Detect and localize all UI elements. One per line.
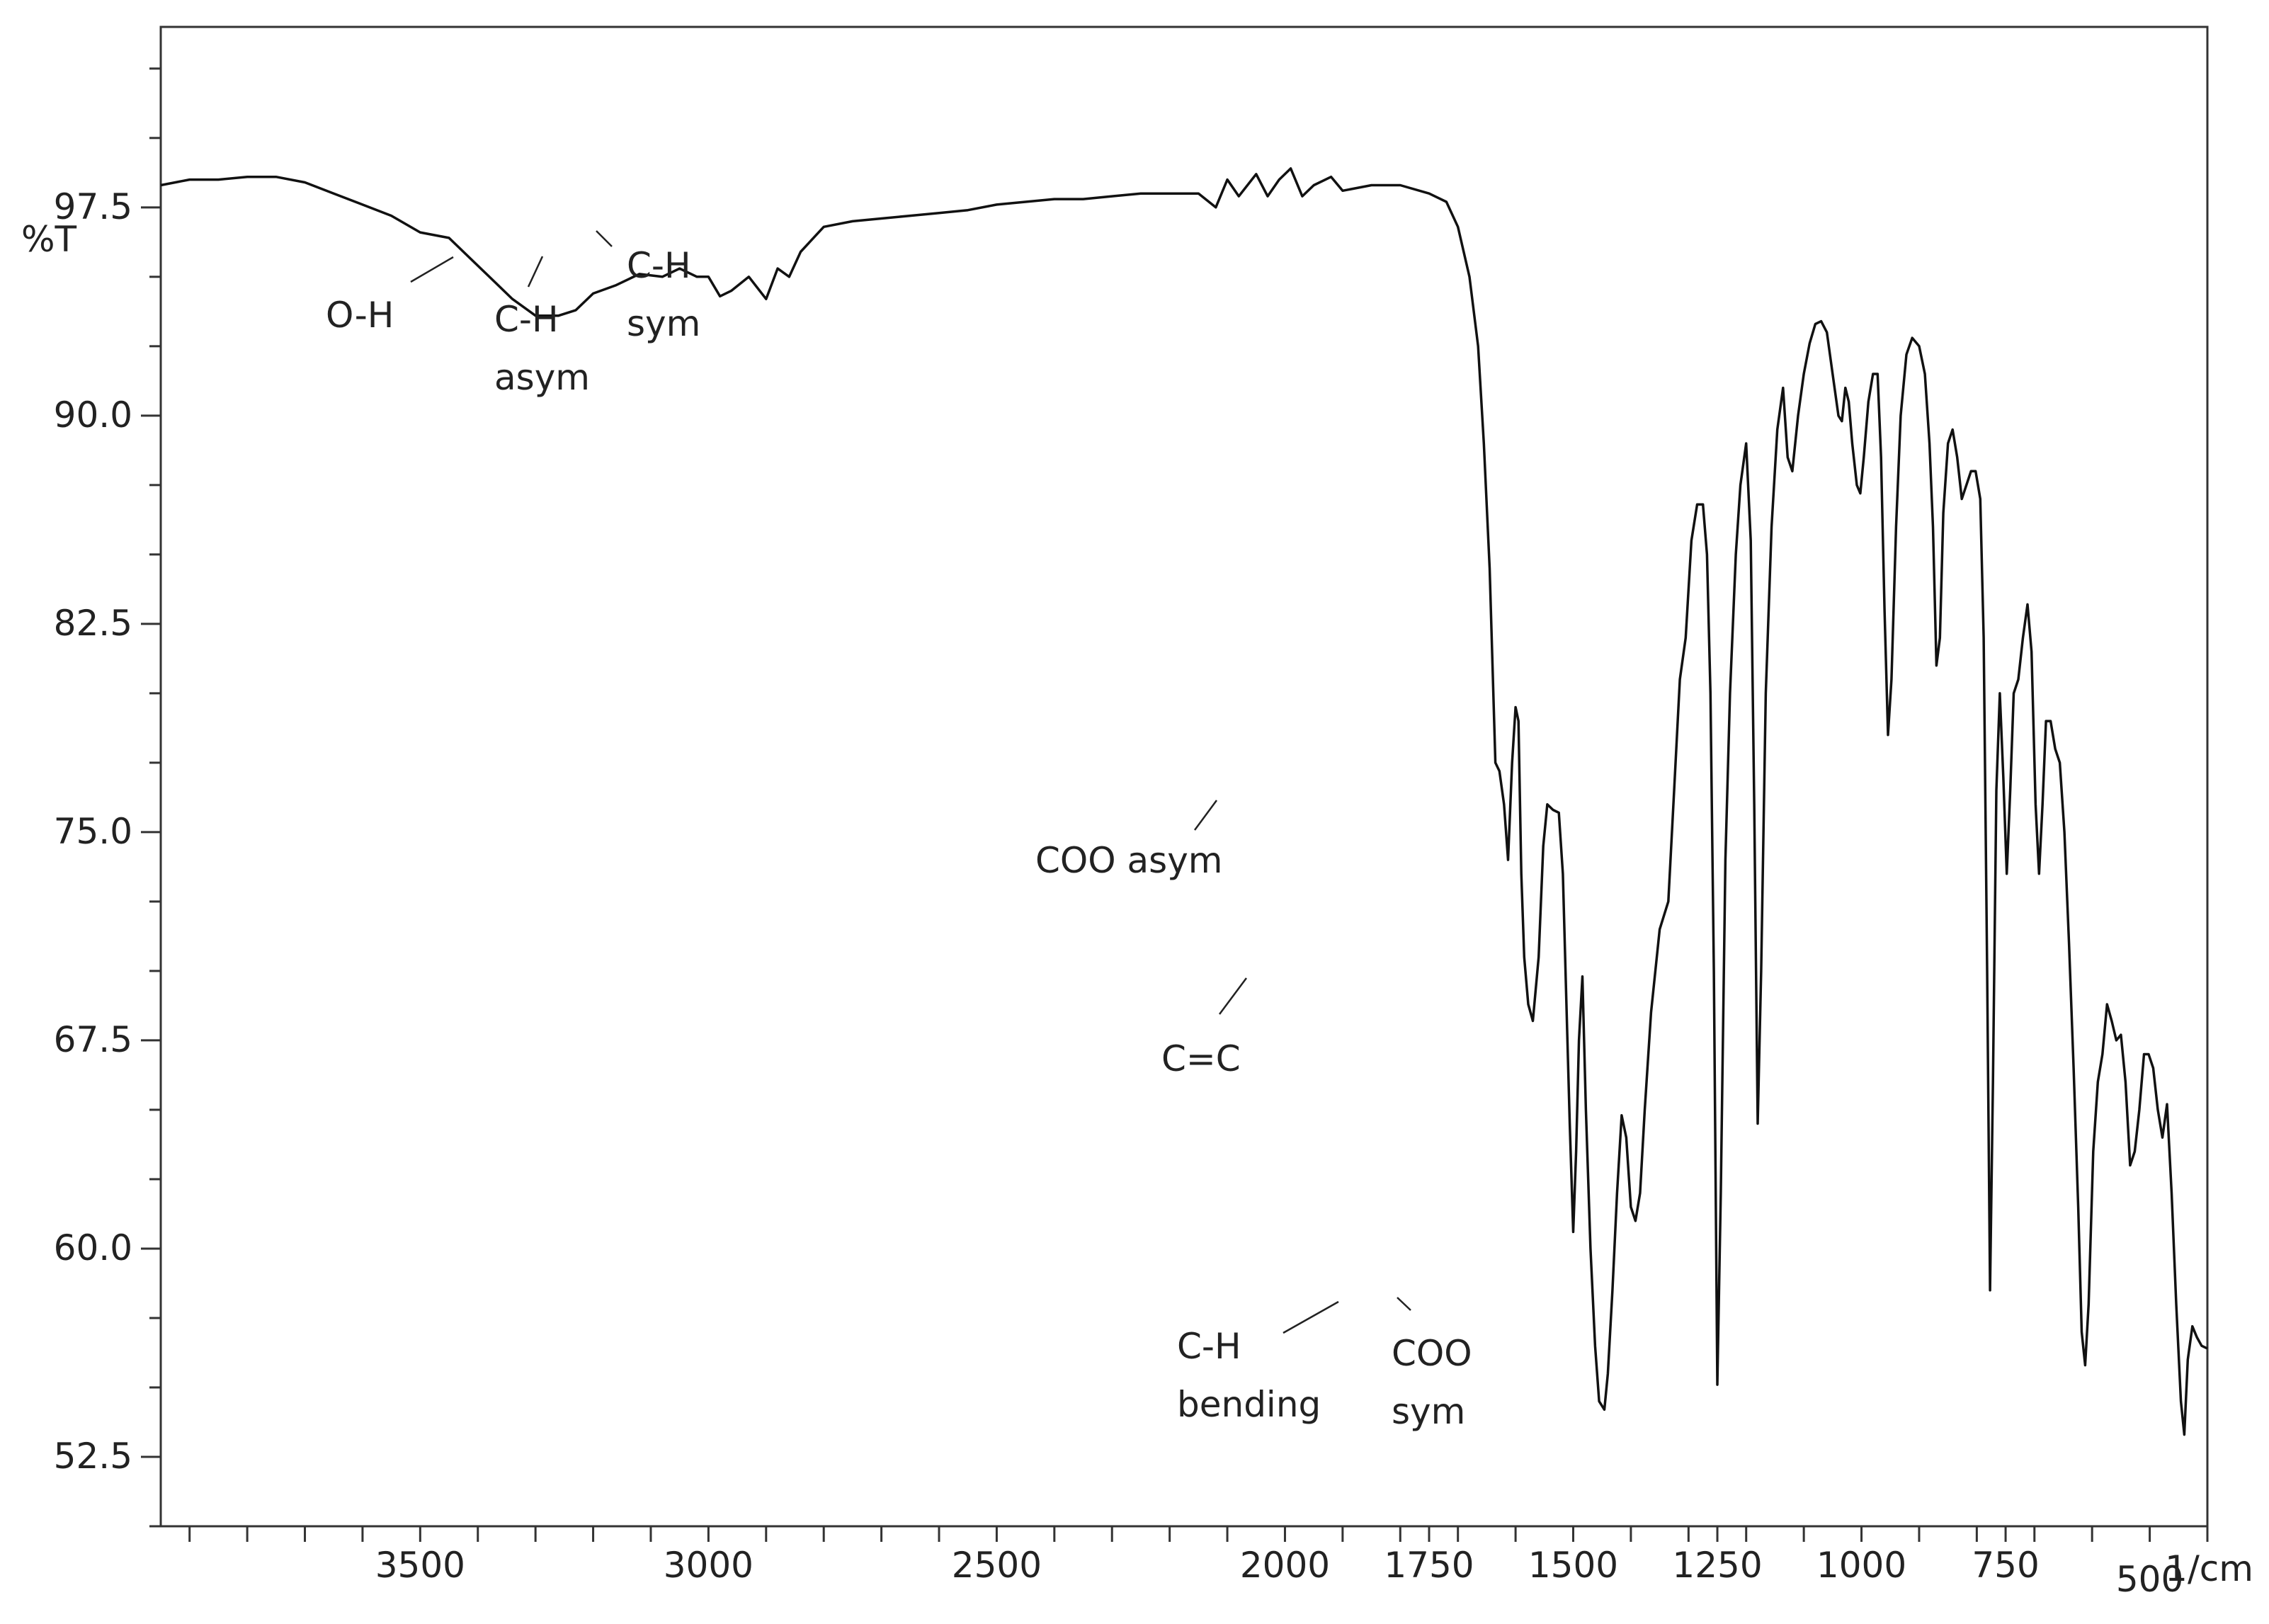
y-tick-label: 67.5	[54, 1019, 132, 1060]
x-tick-label: 1750	[1384, 1545, 1474, 1586]
y-tick-label: 75.0	[54, 811, 132, 852]
annotation-label: O-H	[326, 295, 394, 336]
x-axis-title: 1/cm	[2165, 1548, 2253, 1589]
annotation-leader	[1193, 800, 1218, 831]
x-tick-label: 1500	[1528, 1545, 1618, 1586]
x-tick-label: 2000	[1240, 1545, 1330, 1586]
y-tick-label: 97.5	[54, 186, 132, 227]
y-tick-label: 60.0	[54, 1227, 132, 1268]
x-tick-label: 3000	[664, 1545, 754, 1586]
x-tick-label: 500	[2116, 1559, 2183, 1600]
y-axis: 52.5 60.0 67.5 75.0 82.5 90.0 97.5	[54, 67, 161, 1528]
annotation-label: C-H asym	[494, 299, 590, 398]
y-tick-label: 82.5	[54, 603, 132, 644]
annotation-leader	[1283, 1300, 1339, 1334]
peak-annotations: O-H C-H asym C-H sym COO asym C=C C-H bending COO…	[326, 230, 1472, 1432]
annotation-leader	[1397, 1297, 1411, 1311]
y-axis-title: %T	[21, 219, 77, 260]
annotation-leader	[527, 256, 544, 288]
x-tick-label: 2500	[952, 1545, 1042, 1586]
annotation-label: C=C	[1161, 1038, 1241, 1079]
annotation-leader	[410, 256, 454, 283]
annotation-label: C-H bending	[1177, 1326, 1321, 1425]
y-tick-label: 52.5	[54, 1436, 132, 1477]
annotation-label: COO sym	[1392, 1333, 1472, 1432]
annotation-label: COO asym	[1035, 840, 1223, 881]
plot-frame	[159, 25, 2209, 1528]
x-tick-label: 750	[1972, 1545, 2039, 1586]
x-axis: 3500 3000 2500 2000 1750 1500 1250 1000 750 500	[188, 1526, 2209, 1600]
annotation-leader	[596, 230, 613, 247]
y-tick-label: 90.0	[54, 394, 132, 436]
x-tick-label: 1000	[1816, 1545, 1906, 1586]
annotation-label: C-H sym	[627, 245, 700, 344]
annotation-leader	[1218, 977, 1248, 1015]
x-tick-label: 1250	[1672, 1545, 1762, 1586]
transmittance-line	[160, 167, 2208, 1436]
x-tick-label: 3500	[375, 1545, 465, 1586]
